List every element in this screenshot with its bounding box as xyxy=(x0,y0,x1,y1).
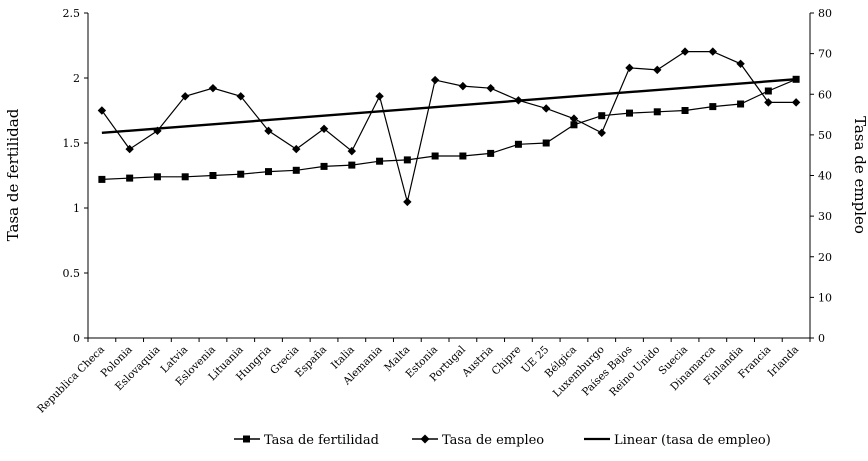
fertility-point xyxy=(320,162,328,170)
employment-point xyxy=(236,92,245,101)
y-left-tick-label: 2 xyxy=(73,72,80,85)
fertility-point xyxy=(514,140,522,148)
fertility-point xyxy=(598,112,606,120)
y-right-tick-label: 20 xyxy=(818,251,832,264)
legend-fertility-label: Tasa de fertilidad xyxy=(264,433,379,448)
employment-point xyxy=(208,83,218,93)
fertility-point xyxy=(709,103,717,111)
legend-fertility-marker xyxy=(243,435,250,443)
employment-point xyxy=(153,126,162,136)
employment-point xyxy=(458,81,468,91)
fertility-point xyxy=(542,139,550,147)
y-right-tick-label: 10 xyxy=(818,291,832,304)
fertility-point xyxy=(459,152,467,160)
fertility-point xyxy=(431,152,439,160)
fertility-point xyxy=(209,172,217,179)
trend-line xyxy=(101,78,797,135)
legend-employment-label: Tasa de empleo xyxy=(442,433,544,448)
fertility-point xyxy=(403,156,411,164)
fertility-point xyxy=(98,175,106,183)
x-tick-label: España xyxy=(293,344,329,380)
employment-point xyxy=(486,83,495,93)
y-left-tick-label: 0 xyxy=(73,332,80,345)
fertility-point xyxy=(126,174,134,182)
fertility-point xyxy=(764,87,772,95)
employment-point xyxy=(736,59,745,68)
fertility-point xyxy=(792,75,800,83)
employment-point xyxy=(708,47,718,56)
employment-point xyxy=(375,92,384,101)
employment-point xyxy=(125,144,134,154)
y-left-tick-label: 1 xyxy=(73,202,80,215)
fertility-point xyxy=(681,107,689,114)
employment-point xyxy=(764,98,773,107)
fertility-point xyxy=(237,170,245,178)
employment-point xyxy=(791,98,801,107)
fertility-point xyxy=(265,168,272,176)
employment-point xyxy=(319,124,329,133)
employment-point xyxy=(430,75,440,85)
y-right-tick-label: 40 xyxy=(818,170,832,183)
employment-point xyxy=(680,47,690,56)
fertility-series-line xyxy=(101,78,797,180)
y-axis-label-right: Tasa de empleo xyxy=(851,116,868,234)
fertility-point xyxy=(292,166,300,174)
y-right-tick-label: 80 xyxy=(818,7,832,20)
fertility-point xyxy=(376,157,384,165)
employment-point xyxy=(514,96,523,105)
y-left-tick-label: 0.5 xyxy=(63,267,81,280)
employment-point xyxy=(347,146,357,156)
employment-point xyxy=(403,197,412,207)
employment-point xyxy=(292,144,301,154)
x-tick-label: Irlanda xyxy=(766,344,802,380)
fertility-point xyxy=(653,108,661,116)
y-left-tick-label: 1.5 xyxy=(63,137,81,150)
y-axis-label-left: Tasa de fertilidad xyxy=(4,108,22,241)
employment-point xyxy=(597,128,606,138)
fertility-point xyxy=(348,161,356,169)
y-right-tick-label: 50 xyxy=(818,129,832,142)
y-right-tick-label: 70 xyxy=(818,48,832,61)
employment-series-line xyxy=(101,50,797,203)
employment-point xyxy=(653,65,662,75)
fertility-point xyxy=(181,173,189,181)
employment-point xyxy=(541,104,551,113)
employment-point xyxy=(264,126,273,136)
legend-trend-label: Linear (tasa de empleo) xyxy=(614,433,771,448)
y-right-tick-label: 0 xyxy=(818,332,825,345)
employment-point xyxy=(97,106,107,115)
x-tick-label: Republica Checa xyxy=(35,344,107,416)
legend-employment-marker xyxy=(420,434,430,444)
employment-point xyxy=(625,63,634,73)
fertility-point xyxy=(626,109,633,117)
x-tick-label: Chipre xyxy=(490,344,524,378)
fertility-point xyxy=(737,100,745,108)
y-right-tick-label: 30 xyxy=(818,210,832,223)
y-left-tick-label: 2.5 xyxy=(63,7,81,20)
y-right-tick-label: 60 xyxy=(818,88,832,101)
fertility-point xyxy=(153,173,161,181)
employment-point xyxy=(180,92,190,101)
fertility-point xyxy=(487,149,495,157)
fertility-point xyxy=(570,121,578,129)
employment-point xyxy=(569,114,579,123)
